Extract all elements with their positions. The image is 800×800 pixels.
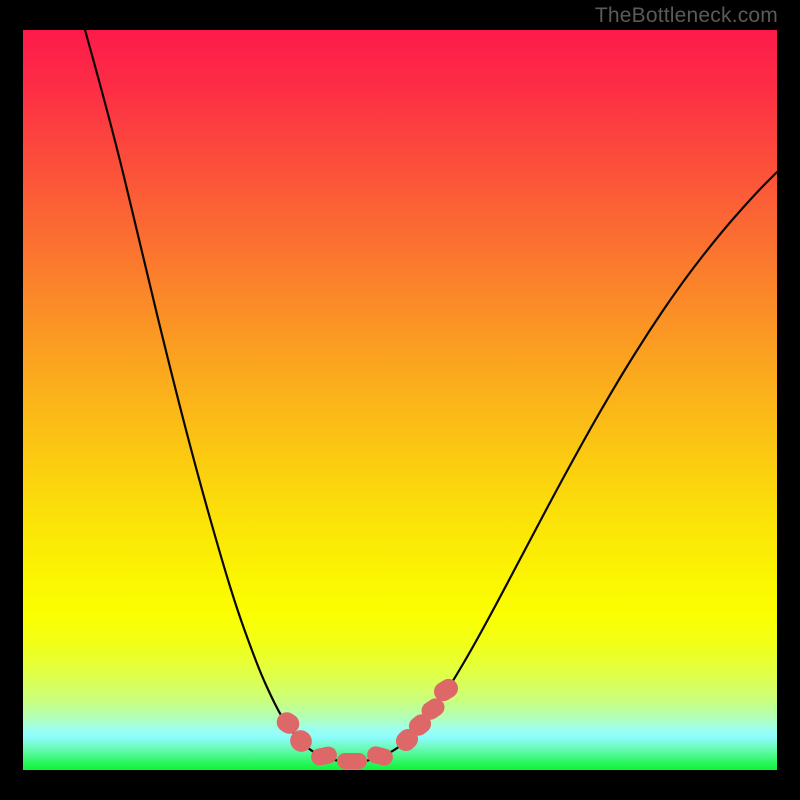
curve-marker <box>337 753 367 769</box>
bottleneck-curve <box>23 30 777 770</box>
watermark-text: TheBottleneck.com <box>595 4 778 28</box>
plot-area <box>23 30 777 770</box>
